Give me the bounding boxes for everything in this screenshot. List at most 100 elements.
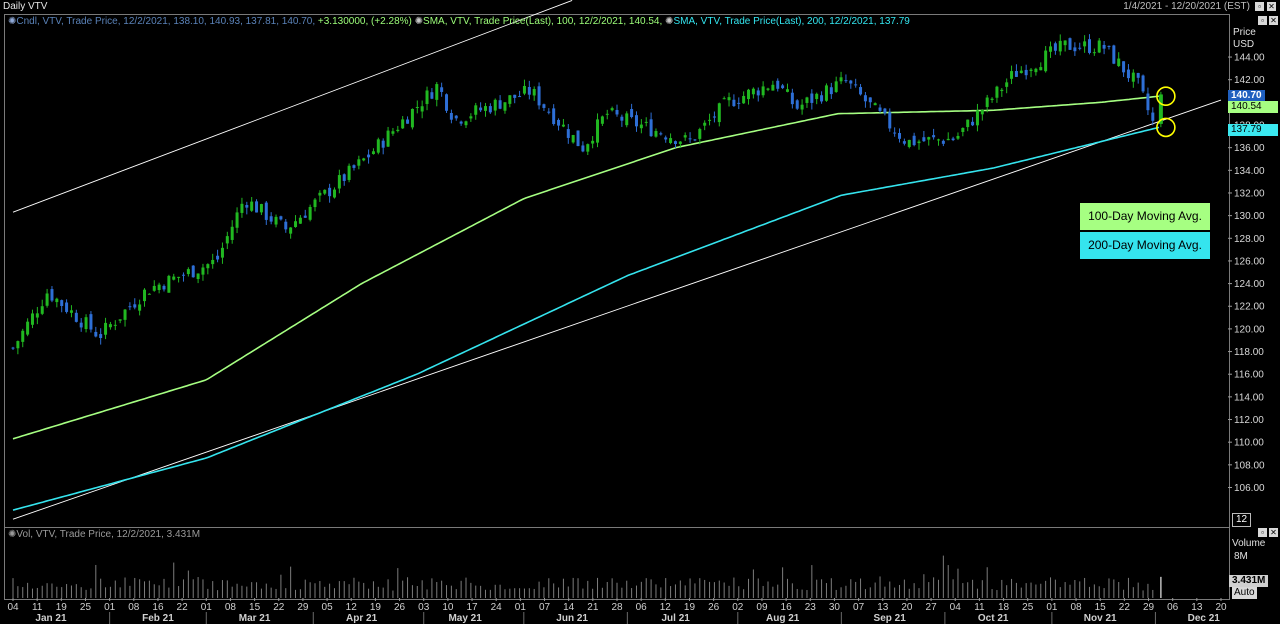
x-day-label: 19: [370, 602, 382, 613]
candle-body: [596, 119, 600, 143]
pane-close-icon[interactable]: ✕: [1269, 16, 1278, 25]
candle-body: [552, 108, 556, 125]
candle-body: [863, 95, 867, 102]
candle-body: [941, 140, 945, 144]
candle-body: [332, 189, 336, 198]
candle-body: [371, 151, 375, 155]
candle-body: [708, 119, 712, 121]
x-month-label: Sep 21: [874, 613, 907, 624]
candle-body: [815, 93, 819, 100]
candle-body: [1014, 70, 1018, 77]
candle-body: [932, 135, 936, 138]
candle-body: [196, 273, 200, 280]
x-day-label: 07: [539, 602, 551, 613]
x-day-label: 01: [201, 602, 213, 613]
x-day-label: 26: [708, 602, 720, 613]
price-axis-title: Price: [1233, 27, 1256, 38]
candle-body: [1102, 44, 1106, 49]
candle-body: [722, 98, 726, 100]
candle-body: [654, 131, 658, 137]
candle-body: [69, 310, 73, 313]
volume-axis-tick: 8M: [1234, 551, 1248, 562]
candle-body: [732, 99, 736, 107]
auto-scale-button[interactable]: Auto: [1232, 587, 1257, 599]
x-month-label: Feb 21: [142, 613, 174, 624]
sma-line-200: [12, 126, 1160, 511]
candle-body: [683, 135, 687, 138]
candle-body: [751, 88, 755, 95]
sma100-annotation: 100-Day Moving Avg.: [1080, 203, 1210, 230]
candle-body: [737, 102, 741, 104]
candle-body: [138, 304, 142, 311]
window-restore-icon[interactable]: ▫: [1255, 2, 1264, 11]
candle-body: [659, 133, 663, 135]
candle-body: [620, 116, 624, 121]
candle-body: [902, 141, 906, 144]
sma100-price-tag: 140.54: [1228, 101, 1278, 113]
candle-body: [1107, 45, 1111, 47]
candle-body: [849, 80, 853, 84]
candle-body: [790, 92, 794, 105]
candle-body: [795, 100, 799, 109]
candle-body: [1146, 93, 1150, 111]
candle-body: [152, 285, 156, 291]
pane-restore-icon[interactable]: ▫: [1258, 16, 1267, 25]
price-tick-label: 116.00: [1234, 370, 1264, 381]
candle-body: [1092, 52, 1096, 54]
candle-body: [883, 108, 887, 114]
candle-body: [761, 86, 765, 96]
candle-body: [225, 236, 229, 244]
candle-body: [1117, 58, 1121, 67]
x-day-label: 27: [926, 602, 938, 613]
x-day-label: 15: [249, 602, 261, 613]
candle-body: [946, 138, 950, 141]
candle-body: [893, 132, 897, 134]
candle-body: [508, 95, 512, 104]
candle-body: [284, 221, 288, 230]
candle-body: [30, 313, 34, 325]
candle-body: [362, 158, 366, 161]
candle-body: [727, 97, 731, 101]
candle-body: [503, 102, 507, 111]
candle-body: [1024, 69, 1028, 76]
candle-body: [337, 175, 341, 189]
x-day-label: 22: [273, 602, 285, 613]
candle-body: [172, 276, 176, 280]
candle-body: [1000, 89, 1004, 92]
legend-sma100: SMA, VTV, Trade Price(Last), 100, 12/2/2…: [423, 16, 663, 27]
vol-pane-restore-icon[interactable]: ▫: [1258, 528, 1267, 537]
candle-body: [805, 97, 809, 103]
candle-body: [547, 111, 551, 113]
candle-body: [1039, 67, 1043, 71]
x-day-label: 25: [1022, 602, 1034, 613]
candle-body: [449, 112, 453, 120]
x-day-label: 13: [1191, 602, 1203, 613]
candle-body: [211, 259, 215, 265]
candle-body: [11, 347, 15, 349]
candle-body: [308, 206, 312, 220]
chart-title: Daily VTV: [3, 1, 48, 12]
legend-sma200: SMA, VTV, Trade Price(Last), 200, 12/2/2…: [673, 16, 910, 27]
candle-body: [649, 119, 653, 137]
candle-body: [834, 81, 838, 92]
volume-gear-icon[interactable]: ✺: [8, 529, 17, 540]
last-volume-tag: 3.431M: [1229, 575, 1269, 587]
vol-pane-close-icon[interactable]: ✕: [1269, 528, 1278, 537]
candle-body: [84, 317, 88, 330]
x-day-label: 28: [611, 602, 623, 613]
candle-body: [576, 130, 580, 147]
legend-gear-icon[interactable]: ✺: [8, 16, 17, 27]
candle-body: [245, 205, 249, 208]
candle-body: [693, 139, 697, 141]
legend-gear-icon[interactable]: ✺: [665, 16, 674, 27]
x-day-label: 24: [491, 602, 503, 613]
legend-gear-icon[interactable]: ✺: [414, 16, 424, 27]
volume-legend-text: Vol, VTV, Trade Price, 12/2/2021, 3.431M: [16, 529, 201, 540]
candle-body: [420, 106, 424, 112]
x-day-label: 01: [1046, 602, 1058, 613]
candle-body: [610, 108, 614, 111]
window-close-icon[interactable]: ✕: [1267, 2, 1276, 11]
candle-body: [425, 90, 429, 104]
candle-body: [927, 137, 931, 140]
